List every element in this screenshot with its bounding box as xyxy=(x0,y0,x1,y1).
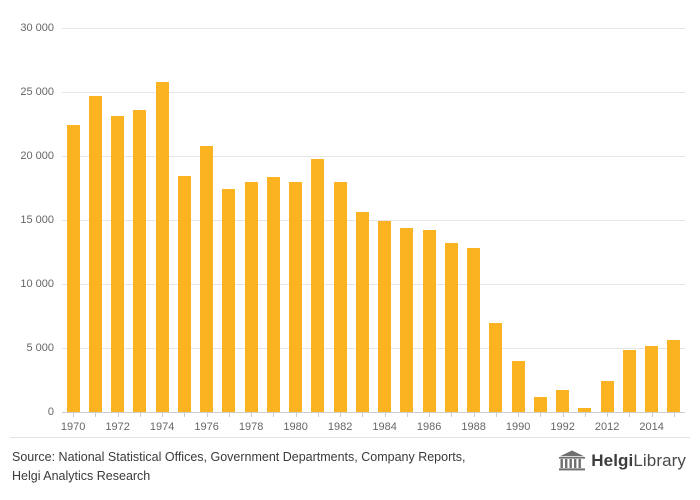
x-axis-tick xyxy=(295,412,297,417)
bar[interactable] xyxy=(511,361,525,412)
bar[interactable] xyxy=(667,339,681,412)
y-axis-tick-label: 10 000 xyxy=(20,278,54,290)
x-axis-tick xyxy=(584,412,586,417)
x-axis-tick-label: 1976 xyxy=(194,421,219,433)
x-axis-tick xyxy=(95,412,97,417)
y-axis-tick-label: 20 000 xyxy=(20,150,54,162)
x-axis-tick-label: 1990 xyxy=(505,421,531,433)
bar[interactable] xyxy=(556,389,570,412)
bar[interactable] xyxy=(111,116,125,412)
x-axis-tick xyxy=(651,412,653,417)
bar[interactable] xyxy=(266,177,280,412)
x-axis-tick xyxy=(73,412,75,417)
x-axis-tick xyxy=(228,412,230,417)
bar[interactable] xyxy=(600,381,614,412)
bar[interactable] xyxy=(289,182,303,412)
gridline xyxy=(62,220,685,221)
bar[interactable] xyxy=(578,407,592,412)
bar[interactable] xyxy=(422,229,436,412)
y-axis-tick-label: 25 000 xyxy=(20,86,54,98)
x-axis-tick xyxy=(162,412,164,417)
gridline xyxy=(62,28,685,29)
bar[interactable] xyxy=(244,181,258,412)
x-axis-tick-label: 1980 xyxy=(283,421,308,433)
bar[interactable] xyxy=(622,349,636,412)
bar[interactable] xyxy=(222,189,236,412)
bar-series xyxy=(62,28,685,412)
x-axis-tick-label: 1984 xyxy=(372,421,397,433)
bar[interactable] xyxy=(378,221,392,412)
bar[interactable] xyxy=(333,181,347,412)
x-axis-tick xyxy=(495,412,497,417)
x-axis-tick xyxy=(673,412,675,417)
x-axis-tick-label: 1974 xyxy=(149,421,175,433)
x-axis-tick-label: 1970 xyxy=(60,421,86,433)
bar[interactable] xyxy=(533,396,547,412)
bar[interactable] xyxy=(311,158,325,412)
bar[interactable] xyxy=(155,82,169,412)
bar[interactable] xyxy=(177,175,191,412)
gridline xyxy=(62,348,685,349)
brand-text: HelgiLibrary xyxy=(591,451,686,471)
y-axis-tick-label: 30 000 xyxy=(20,22,54,34)
bar[interactable] xyxy=(133,109,147,412)
bar[interactable] xyxy=(400,227,414,412)
x-axis-tick xyxy=(139,412,141,417)
x-axis-tick xyxy=(406,412,408,417)
plot-area xyxy=(62,28,685,413)
source-line-1: Source: National Statistical Offices, Go… xyxy=(12,450,466,464)
bar[interactable] xyxy=(489,323,503,412)
x-axis-tick xyxy=(317,412,319,417)
gridline xyxy=(62,92,685,93)
gridline xyxy=(62,284,685,285)
x-axis-tick-label: 1986 xyxy=(416,421,442,433)
x-axis-tick xyxy=(429,412,431,417)
source-note: Source: National Statistical Offices, Go… xyxy=(12,448,532,486)
footer-divider xyxy=(10,437,690,438)
x-axis-tick xyxy=(273,412,275,417)
x-axis-tick-label: 1972 xyxy=(105,421,130,433)
y-axis-tick-label: 5 000 xyxy=(26,342,54,354)
y-axis-tick-label: 15 000 xyxy=(20,214,54,226)
x-axis-tick-label: 2012 xyxy=(594,421,620,433)
brand-prefix: Helgi xyxy=(591,451,634,470)
bar[interactable] xyxy=(88,96,102,412)
bar[interactable] xyxy=(444,243,458,412)
x-axis-tick xyxy=(251,412,253,417)
x-axis-tick xyxy=(607,412,609,417)
gridline xyxy=(62,156,685,157)
y-axis-tick-label: 0 xyxy=(47,406,54,418)
x-axis-line xyxy=(62,412,685,413)
x-axis-tick xyxy=(184,412,186,417)
x-axis-tick xyxy=(206,412,208,417)
bar[interactable] xyxy=(66,125,80,412)
x-axis-tick xyxy=(340,412,342,417)
x-axis-tick xyxy=(384,412,386,417)
x-axis-tick xyxy=(362,412,364,417)
source-line-2: Helgi Analytics Research xyxy=(12,469,151,483)
x-axis-tick-label: 1992 xyxy=(550,421,575,433)
bar[interactable] xyxy=(200,145,214,412)
bar[interactable] xyxy=(467,248,481,412)
x-axis-tick-label: 2014 xyxy=(639,421,664,433)
x-axis-tick-label: 1982 xyxy=(327,421,353,433)
x-axis-tick xyxy=(562,412,564,417)
x-axis-tick xyxy=(473,412,475,417)
brand-suffix: Library xyxy=(633,451,686,470)
bar[interactable] xyxy=(645,346,659,412)
x-axis-tick xyxy=(629,412,631,417)
x-axis-tick xyxy=(451,412,453,417)
library-building-icon xyxy=(559,450,586,471)
brand-logo[interactable]: HelgiLibrary xyxy=(559,450,686,472)
x-axis-tick-label: 1978 xyxy=(238,421,264,433)
x-axis-tick xyxy=(518,412,520,417)
x-axis-tick xyxy=(117,412,119,417)
x-axis-tick-label: 1988 xyxy=(461,421,486,433)
x-axis-tick xyxy=(540,412,542,417)
bar[interactable] xyxy=(355,211,369,412)
